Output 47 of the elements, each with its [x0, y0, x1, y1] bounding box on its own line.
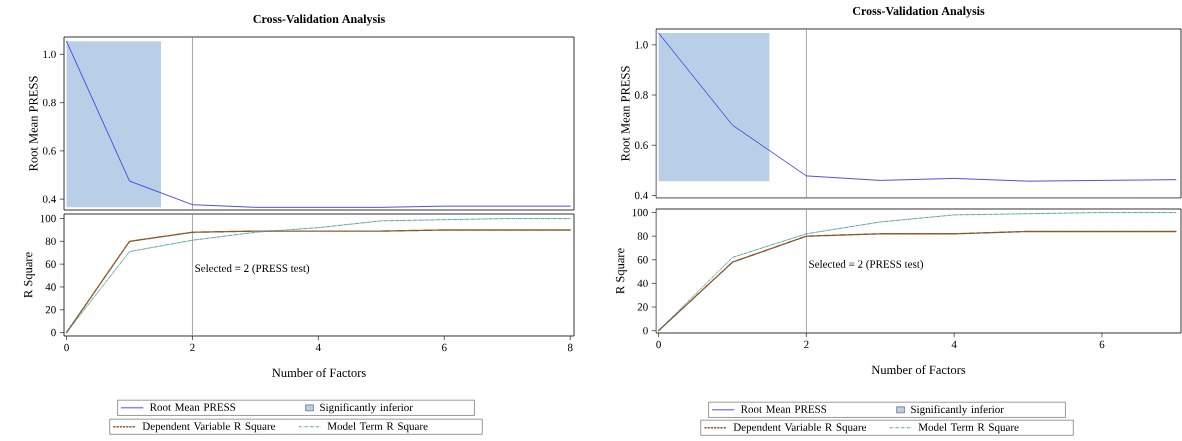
y-axis-title: Root Mean PRESS: [29, 76, 38, 172]
legend-label: Root Mean PRESS: [149, 403, 236, 411]
y-tick-label: 0.6: [634, 141, 648, 149]
legend-label: Significantly inferior: [320, 403, 413, 414]
y-tick-label: 40: [637, 279, 648, 288]
x-tick-label: 6: [442, 343, 447, 352]
y-tick-label: 0: [643, 326, 648, 335]
x-tick-label: 8: [567, 343, 573, 352]
legend-label: Dependent Variable R Square: [733, 423, 867, 434]
y-tick-label: 80: [637, 232, 648, 240]
legend-label: Dependent Variable R Square: [142, 422, 276, 433]
legend-label: Root Mean PRESS: [740, 405, 827, 413]
x-tick-label: 6: [1099, 340, 1105, 349]
y-tick-label: 0.8: [42, 98, 56, 107]
y-axis-title: R Square: [23, 252, 35, 298]
y-tick-label: 100: [632, 208, 648, 217]
x-tick-label: 0: [64, 343, 69, 352]
chart-title: Cross-Validation Analysis: [852, 6, 985, 18]
y-tick-label: 0.8: [634, 91, 648, 99]
y-tick-label: 0.6: [42, 147, 56, 155]
ref-line-label: Selected = 2 (PRESS test): [809, 260, 924, 271]
y-tick-label: 1.0: [43, 50, 56, 59]
y-tick-label: 20: [45, 306, 56, 314]
legend-label: Model Term R Square: [918, 423, 1019, 434]
x-tick-label: 2: [804, 340, 809, 349]
x-tick-label: 2: [190, 343, 195, 352]
x-axis-title: Number of Factors: [272, 368, 366, 378]
x-axis-title: Number of Factors: [871, 365, 966, 375]
legend-label: Significantly inferior: [911, 405, 1004, 416]
ref-line-label: Selected = 2 (PRESS test): [195, 264, 310, 275]
y-tick-label: 20: [637, 303, 648, 311]
x-tick-label: 0: [656, 340, 661, 349]
y-tick-label: 100: [40, 214, 56, 223]
y-axis-title: R Square: [615, 248, 627, 294]
chart-title: Cross-Validation Analysis: [253, 14, 385, 26]
y-tick-label: 1.0: [635, 41, 648, 49]
x-tick-label: 4: [315, 343, 321, 352]
y-tick-label: 0: [51, 328, 56, 337]
y-tick-label: 80: [45, 237, 56, 246]
y-tick-label: 40: [45, 283, 56, 291]
y-tick-label: 0.4: [42, 195, 57, 203]
legend-label: Model Term R Square: [327, 422, 428, 433]
y-axis-title: Root Mean PRESS: [621, 66, 630, 162]
x-tick-label: 4: [951, 340, 957, 349]
y-tick-label: 60: [45, 260, 56, 268]
y-tick-label: 60: [637, 256, 648, 264]
y-tick-label: 0.4: [634, 191, 649, 200]
